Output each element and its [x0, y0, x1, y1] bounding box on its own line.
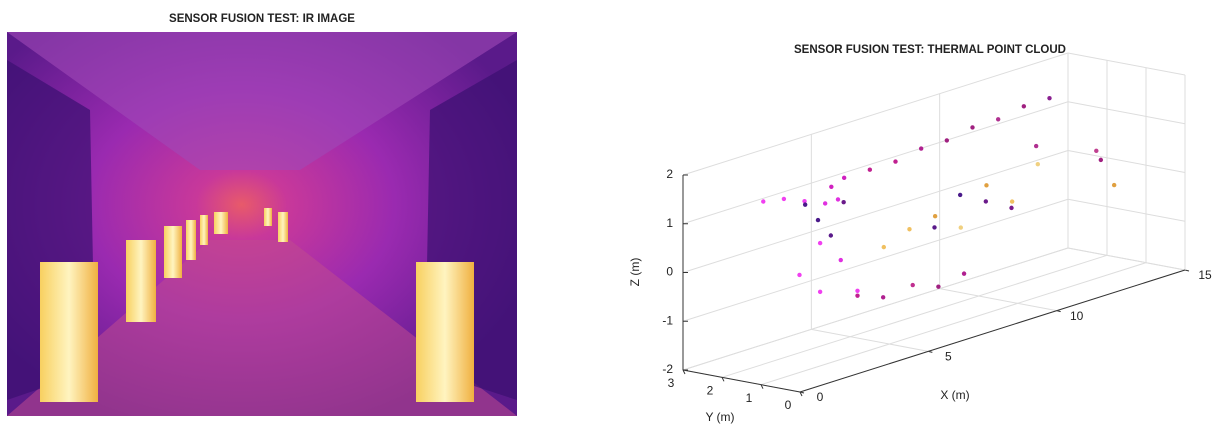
z-tick-label: -2: [662, 362, 673, 376]
y-axis-label: Y (m): [705, 410, 734, 424]
grid-line: [1068, 102, 1185, 124]
point: [907, 227, 911, 231]
x-axis-label: X (m): [940, 388, 969, 402]
grid-line: [683, 199, 1068, 321]
z-tick-label: 0: [666, 265, 673, 279]
y-axis: [683, 370, 800, 392]
point: [1094, 149, 1098, 153]
point: [893, 159, 897, 163]
point: [816, 218, 820, 222]
point: [932, 225, 936, 229]
point: [836, 197, 840, 201]
z-axis-label: Z (m): [628, 258, 642, 287]
point: [823, 201, 827, 205]
grid-line: [1068, 248, 1185, 270]
point: [911, 283, 915, 287]
grid-line: [683, 151, 1068, 273]
point: [1009, 206, 1013, 210]
point: [829, 185, 833, 189]
z-tick-label: 1: [666, 216, 673, 230]
point: [970, 125, 974, 129]
y-tick-label: 3: [668, 376, 675, 390]
x-tick-label: 5: [945, 350, 952, 364]
cloud-title: SENSOR FUSION TEST: THERMAL POINT CLOUD: [794, 44, 1066, 56]
grid-line: [761, 263, 1146, 385]
grid-line: [722, 255, 1107, 377]
point: [1022, 104, 1026, 108]
point: [962, 271, 966, 275]
grid-line: [1068, 199, 1185, 221]
point: [839, 258, 843, 262]
point: [829, 233, 833, 237]
point: [818, 241, 822, 245]
point: [936, 284, 940, 288]
point: [984, 183, 988, 187]
point: [841, 200, 845, 204]
x-tick-label: 10: [1070, 309, 1084, 323]
grid-line: [683, 248, 1068, 370]
y-tick-label: 2: [707, 384, 714, 398]
point: [996, 117, 1000, 121]
y-tick-label: 0: [785, 398, 792, 412]
grid-line: [1068, 53, 1185, 75]
point: [842, 176, 846, 180]
z-tick-label: 2: [666, 167, 673, 181]
x-tick-label: 15: [1198, 268, 1212, 282]
point: [797, 273, 801, 277]
point: [882, 245, 886, 249]
tick-mark: [1185, 270, 1189, 271]
point: [1112, 183, 1116, 187]
point: [881, 295, 885, 299]
point: [855, 289, 859, 293]
y-tick-label: 1: [746, 391, 753, 405]
point: [1034, 144, 1038, 148]
point: [1099, 158, 1103, 162]
point: [855, 293, 859, 297]
grid-line: [811, 329, 928, 351]
grid-line: [940, 289, 1057, 311]
ir-image: [7, 32, 517, 416]
z-tick-label: -1: [662, 313, 673, 327]
grid-line: [683, 53, 1068, 175]
point: [945, 138, 949, 142]
point: [933, 214, 937, 218]
x-tick-label: 0: [817, 390, 824, 404]
point: [959, 225, 963, 229]
grid-line: [1068, 151, 1185, 173]
x-axis: [800, 270, 1185, 392]
point: [919, 146, 923, 150]
figure: SENSOR FUSION TEST: IR IMAGE SENSOR FUSI…: [0, 0, 1218, 425]
point: [818, 290, 822, 294]
point: [958, 193, 962, 197]
grid-line: [683, 102, 1068, 224]
image-title: SENSOR FUSION TEST: IR IMAGE: [169, 13, 355, 25]
point: [782, 197, 786, 201]
point: [761, 199, 765, 203]
point: [1010, 199, 1014, 203]
point: [1036, 162, 1040, 166]
point: [803, 202, 807, 206]
point: [984, 199, 988, 203]
point: [868, 168, 872, 172]
point: [1047, 96, 1051, 100]
